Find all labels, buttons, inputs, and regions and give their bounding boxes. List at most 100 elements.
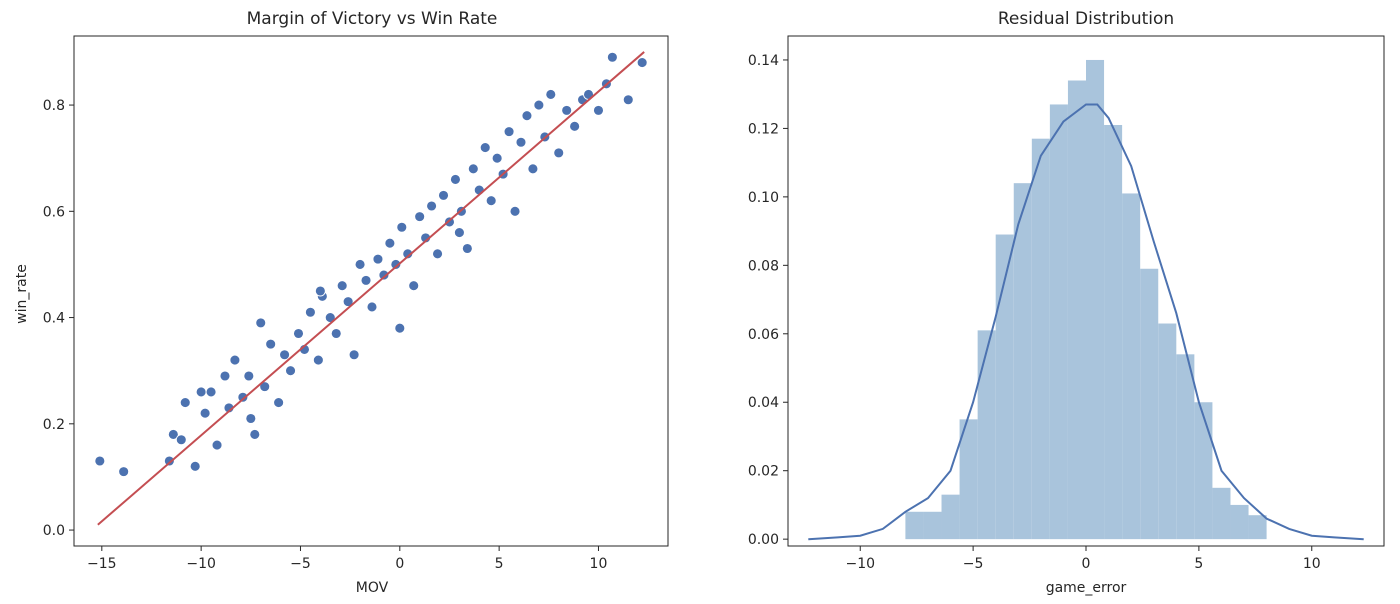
scatter-point (279, 349, 291, 361)
scatter-point (402, 248, 414, 260)
scatter-point (438, 189, 449, 201)
y-tick-label: 0.14 (748, 53, 779, 69)
histogram-bar (1031, 138, 1050, 540)
scatter-point (527, 163, 539, 175)
scatter-point (553, 147, 565, 159)
scatter-point (561, 104, 573, 116)
y-tick-label: 0.6 (43, 204, 65, 220)
scatter-point (229, 354, 241, 366)
histogram-bar (995, 234, 1014, 540)
scatter-point (606, 51, 618, 63)
scatter-point (211, 439, 223, 451)
scatter-point (175, 434, 187, 446)
axes-frame (73, 35, 669, 547)
scatter-point (118, 466, 130, 478)
scatter-point (360, 274, 372, 286)
y-tick-label: 0.04 (748, 395, 779, 411)
histogram-bar (923, 511, 942, 540)
scatter-chart: Margin of Victory vs Win Rate −15 −10 −5 0 5… (14, 9, 669, 596)
scatter-point (521, 110, 533, 122)
scatter-point (348, 349, 360, 361)
y-tick-label: 0.08 (748, 258, 779, 274)
x-tick-label: −10 (845, 556, 875, 572)
scatter-point (408, 280, 420, 292)
scatter-point (219, 370, 231, 382)
scatter-point (414, 211, 426, 223)
scatter-point (467, 163, 479, 175)
scatter-point (515, 136, 527, 148)
histogram-bar (1212, 487, 1231, 540)
scatter-point (330, 328, 342, 339)
histogram-bar (1104, 124, 1123, 540)
scatter-point (342, 296, 354, 308)
histogram-bar (905, 511, 924, 540)
plot-area: −15 −10 −5 0 5 10 0.0 0.2 0.4 0.6 0.8 (43, 35, 669, 572)
scatter-point (94, 455, 106, 467)
x-tick-label: 10 (1303, 556, 1321, 572)
histogram-bar (941, 494, 960, 540)
scatter-point (432, 248, 444, 260)
scatter-point (195, 386, 207, 398)
y-tick-label: 0.8 (43, 98, 65, 114)
scatter-point (273, 397, 285, 409)
histogram-bar (1086, 59, 1105, 540)
scatter-point (636, 57, 648, 69)
scatter-point (314, 285, 326, 297)
scatter-point (569, 120, 581, 132)
histogram-bar (1248, 515, 1267, 540)
scatter-point (312, 354, 324, 366)
y-tick-label: 0.02 (748, 464, 779, 480)
y-tick-label: 0.4 (43, 311, 65, 327)
scatter-point (245, 413, 257, 424)
chart-title: Residual Distribution (998, 9, 1174, 29)
x-tick-label: 5 (495, 556, 504, 572)
x-tick-label: 5 (1194, 556, 1203, 572)
scatter-point (449, 173, 461, 185)
scatter-point (384, 237, 396, 249)
scatter-point (189, 460, 201, 472)
scatter-point (509, 205, 521, 217)
x-tick-label: 0 (395, 556, 404, 572)
x-tick-label: −10 (186, 556, 216, 572)
scatter-point (426, 200, 438, 212)
scatter-point (491, 152, 503, 164)
scatter-point (622, 94, 634, 106)
scatter-point (304, 306, 316, 318)
x-tick-label: −5 (963, 556, 984, 572)
x-axis-label: MOV (356, 580, 389, 596)
x-axis-label: game_error (1046, 580, 1127, 596)
scatter-point (390, 258, 402, 270)
histogram-bar (959, 419, 978, 540)
histogram-bar (1230, 504, 1249, 540)
scatter-point (593, 104, 604, 116)
histogram-bar (1122, 193, 1141, 540)
regression-line (97, 51, 645, 526)
histogram-bar (1194, 402, 1213, 540)
histogram-bar (1013, 183, 1032, 540)
scatter-point (179, 397, 191, 409)
histogram-bar (977, 330, 996, 540)
scatter-point (336, 280, 348, 292)
scatter-point (167, 428, 179, 440)
y-tick-label: 0.12 (748, 121, 779, 137)
histogram-bar (1067, 80, 1086, 540)
scatter-point (293, 328, 304, 339)
scatter-point (503, 126, 515, 138)
scatter-point (453, 227, 465, 239)
scatter-point (461, 243, 473, 254)
y-axis-label: win_rate (14, 264, 30, 324)
scatter-point (249, 428, 261, 440)
x-tick-label: 0 (1082, 556, 1091, 572)
scatter-point (163, 455, 175, 467)
scatter-point (533, 99, 545, 111)
scatter-point (285, 365, 296, 377)
y-tick-label: 0.2 (43, 417, 65, 433)
x-tick-label: 10 (590, 556, 608, 572)
scatter-point (378, 269, 390, 281)
histogram-bar (1140, 268, 1159, 540)
scatter-point (354, 258, 366, 270)
scatter-point (205, 386, 217, 398)
histogram-chart: Residual Distribution −10 −5 0 5 10 0.00 0.02 0… (748, 9, 1385, 596)
chart-title: Margin of Victory vs Win Rate (247, 9, 498, 29)
